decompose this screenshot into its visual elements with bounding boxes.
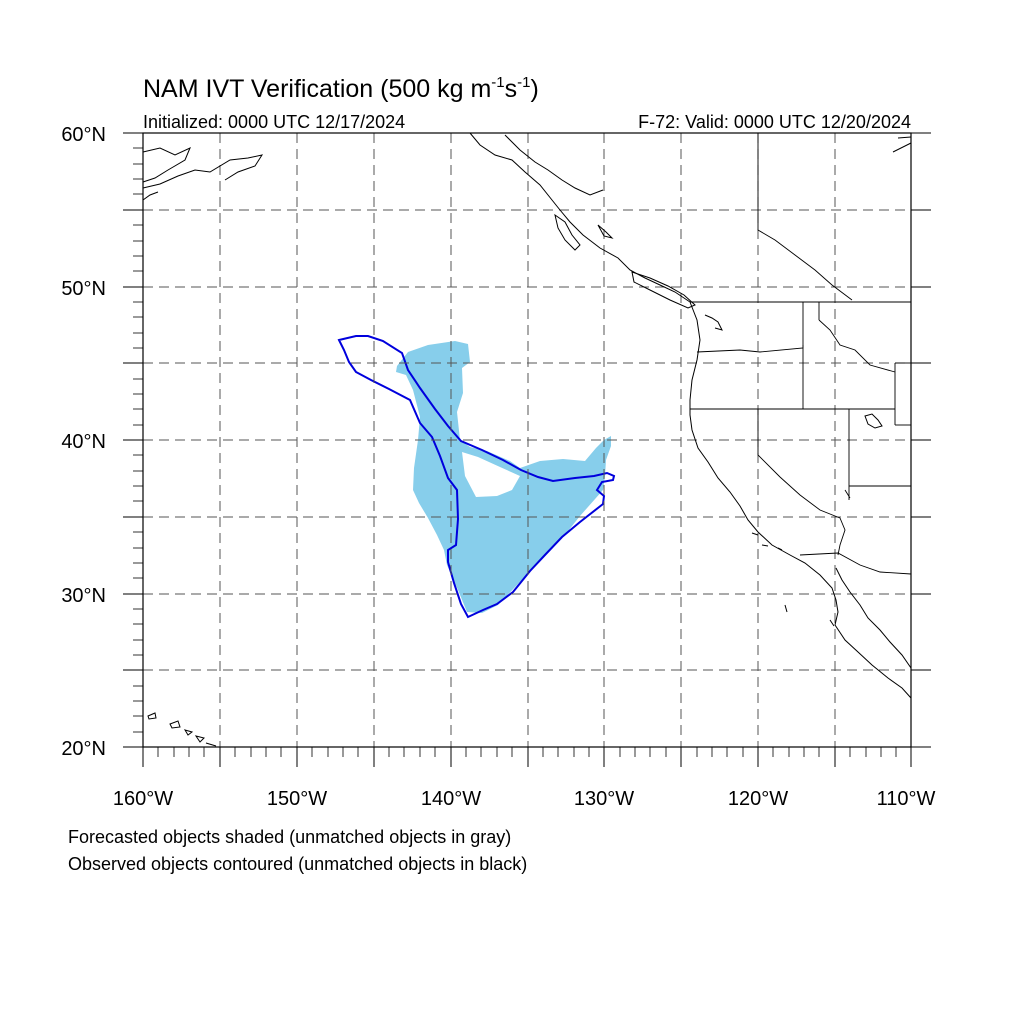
lon-label: 120°W [728, 788, 788, 810]
latitude-labels: 60°N 50°N 40°N 30°N 20°N [61, 124, 106, 760]
forecast-object-shaded [396, 341, 611, 613]
lat-label: 30°N [61, 585, 106, 607]
lat-label: 60°N [61, 124, 106, 146]
political-borders [690, 133, 912, 575]
grid-lines [143, 133, 911, 747]
caption-forecast: Forecasted objects shaded (unmatched obj… [68, 827, 511, 847]
map-panel [123, 132, 931, 767]
lat-label: 50°N [61, 278, 106, 300]
lon-label: 150°W [267, 788, 327, 810]
lon-label: 130°W [574, 788, 634, 810]
subtitle-initialized: Initialized: 0000 UTC 12/17/2024 [143, 112, 405, 132]
lon-label: 110°W [877, 788, 936, 810]
lon-label: 140°W [421, 788, 481, 810]
chart-title: NAM IVT Verification (500 kg m-1s-1) [143, 74, 539, 103]
coastlines [142, 132, 912, 747]
lat-label: 40°N [61, 431, 106, 453]
subtitle-valid: F-72: Valid: 0000 UTC 12/20/2024 [638, 112, 911, 132]
lon-label: 160°W [113, 788, 173, 810]
tick-marks [123, 132, 931, 767]
longitude-labels: 160°W 150°W 140°W 130°W 120°W 110°W [113, 788, 936, 810]
lat-label: 20°N [61, 738, 106, 760]
map-frame [142, 132, 912, 748]
caption-observed: Observed objects contoured (unmatched ob… [68, 854, 527, 874]
